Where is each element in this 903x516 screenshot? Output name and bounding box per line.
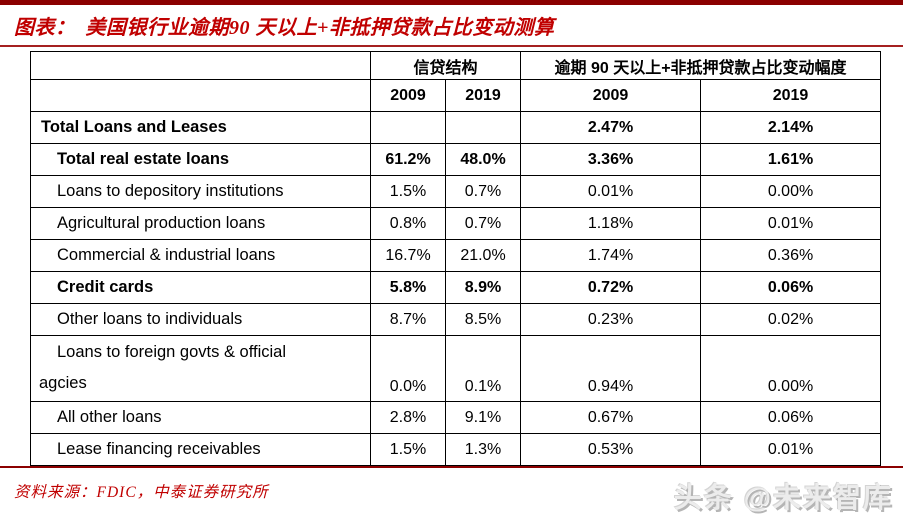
row-label: Total real estate loans: [30, 143, 371, 176]
cell-value: 61.2%: [370, 143, 446, 176]
cell-value: 5.8%: [370, 271, 446, 304]
table-row-total-loans: Total Loans and Leases 2.47% 2.14%: [30, 111, 882, 144]
table-year-header-row: 2009 2019 2009 2019: [30, 79, 882, 112]
cell-value: 0.00%: [700, 335, 882, 402]
table-container: 信贷结构 逾期 90 天以上+非抵押贷款占比变动幅度 2009 2019 200…: [30, 51, 903, 466]
row-label: Credit cards: [30, 271, 371, 304]
cell-value: 2.47%: [520, 111, 702, 144]
group-header-credit-structure: 信贷结构: [369, 51, 522, 80]
cell-value: 1.74%: [520, 239, 702, 272]
row-label: Agricultural production loans: [30, 207, 371, 240]
cell-value: 0.67%: [520, 401, 702, 434]
row-label: All other loans: [30, 401, 371, 434]
table-row-all-other: All other loans 2.8% 9.1% 0.67% 0.06%: [30, 401, 882, 434]
row-label: Other loans to individuals: [30, 303, 371, 336]
table-row-depository: Loans to depository institutions 1.5% 0.…: [30, 175, 882, 208]
cell-value: 2.8%: [370, 401, 446, 434]
cell-value: [444, 111, 522, 144]
corner-cell-2: [30, 79, 371, 112]
cell-value: 48.0%: [444, 143, 522, 176]
cell-value: 8.7%: [370, 303, 446, 336]
table-row-foreign-govts: Loans to foreign govts & official agcies…: [30, 335, 882, 402]
cell-value: 0.01%: [520, 175, 702, 208]
figure-title-text: 美国银行业逾期90 天以上+非抵押贷款占比变动测算: [85, 17, 555, 39]
cell-value: 0.36%: [700, 239, 882, 272]
row-label: Commercial & industrial loans: [30, 239, 371, 272]
cell-value: 0.7%: [444, 207, 522, 240]
table-row-agricultural: Agricultural production loans 0.8% 0.7% …: [30, 207, 882, 240]
row-label: Loans to depository institutions: [30, 175, 371, 208]
group-header-overdue-ratio: 逾期 90 天以上+非抵押贷款占比变动幅度: [520, 51, 882, 80]
cell-value: 1.5%: [370, 433, 446, 466]
cell-value: 0.53%: [520, 433, 702, 466]
cell-value: 2.14%: [700, 111, 882, 144]
cell-value: 1.3%: [444, 433, 522, 466]
row-label: Total Loans and Leases: [30, 111, 371, 144]
footer: 资料来源：FDIC，中泰证券研究所 头条 @未来智库: [0, 468, 903, 516]
cell-value: 21.0%: [444, 239, 522, 272]
cell-value: 9.1%: [444, 401, 522, 434]
row-label: Lease financing receivables: [30, 433, 371, 466]
bottom-divider: [0, 466, 903, 468]
year-header: 2019: [444, 79, 522, 112]
table-group-header-row: 信贷结构 逾期 90 天以上+非抵押贷款占比变动幅度: [30, 51, 882, 80]
figure-title: 图表： 美国银行业逾期90 天以上+非抵押贷款占比变动测算: [0, 5, 903, 45]
cell-value: 1.5%: [370, 175, 446, 208]
cell-value: 0.01%: [700, 207, 882, 240]
year-header: 2019: [700, 79, 882, 112]
cell-value: 0.02%: [700, 303, 882, 336]
table-row-credit-cards: Credit cards 5.8% 8.9% 0.72% 0.06%: [30, 271, 882, 304]
table-row-commercial-industrial: Commercial & industrial loans 16.7% 21.0…: [30, 239, 882, 272]
data-source-note: 资料来源：FDIC，中泰证券研究所: [14, 484, 269, 501]
cell-value: 0.1%: [444, 335, 522, 402]
cell-value: 1.61%: [700, 143, 882, 176]
cell-value: 0.7%: [444, 175, 522, 208]
cell-value: 16.7%: [370, 239, 446, 272]
top-red-bar: [0, 0, 903, 5]
cell-value: 0.0%: [370, 335, 446, 402]
year-header: 2009: [520, 79, 702, 112]
table-row-real-estate: Total real estate loans 61.2% 48.0% 3.36…: [30, 143, 882, 176]
cell-value: 0.23%: [520, 303, 702, 336]
cell-value: 8.9%: [444, 271, 522, 304]
cell-value: [370, 111, 446, 144]
title-divider: [0, 45, 903, 47]
loan-ratio-table: 信贷结构 逾期 90 天以上+非抵押贷款占比变动幅度 2009 2019 200…: [30, 51, 882, 466]
cell-value: 0.06%: [700, 271, 882, 304]
cell-value: 0.06%: [700, 401, 882, 434]
cell-value: 0.72%: [520, 271, 702, 304]
table-row-lease-financing: Lease financing receivables 1.5% 1.3% 0.…: [30, 433, 882, 466]
cell-value: 8.5%: [444, 303, 522, 336]
row-label: Loans to foreign govts & official agcies: [30, 335, 371, 402]
cell-value: 0.94%: [520, 335, 702, 402]
figure-title-prefix: 图表：: [14, 17, 76, 39]
table-row-other-individuals: Other loans to individuals 8.7% 8.5% 0.2…: [30, 303, 882, 336]
cell-value: 0.00%: [700, 175, 882, 208]
watermark-toutiao: 头条 @未来智库: [673, 482, 893, 513]
year-header: 2009: [370, 79, 446, 112]
corner-cell: [30, 51, 371, 80]
cell-value: 3.36%: [520, 143, 702, 176]
cell-value: 1.18%: [520, 207, 702, 240]
cell-value: 0.8%: [370, 207, 446, 240]
cell-value: 0.01%: [700, 433, 882, 466]
